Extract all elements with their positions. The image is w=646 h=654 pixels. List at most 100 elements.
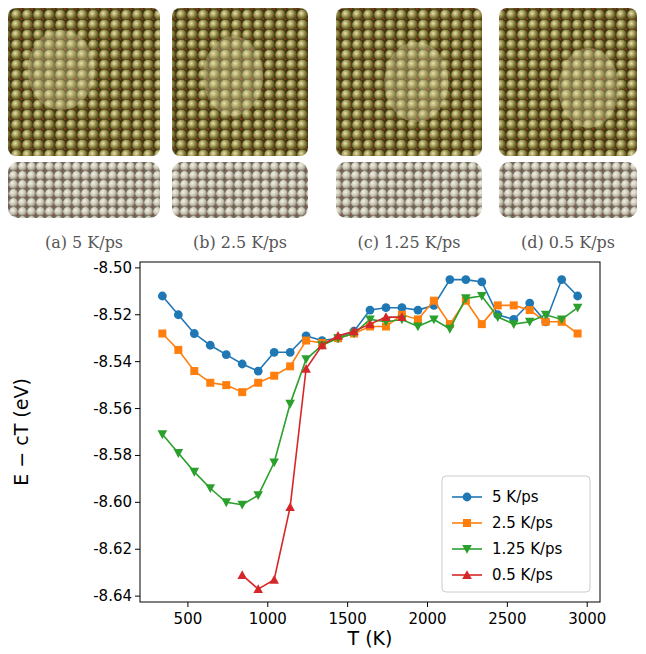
point	[494, 301, 502, 309]
point	[269, 575, 279, 584]
point	[414, 315, 422, 323]
point	[557, 315, 567, 324]
point	[158, 330, 166, 338]
y-tick	[135, 455, 140, 456]
point	[397, 312, 407, 321]
panel-caption: (c) 1.25 K/ps	[357, 233, 460, 252]
point	[445, 275, 454, 284]
point	[253, 584, 263, 593]
point	[430, 297, 438, 305]
y-axis-title: E − cT (eV)	[10, 378, 32, 486]
x-axis-title: T (K)	[347, 627, 393, 649]
legend-marker	[462, 570, 472, 579]
snapshot-panel: (a) 5 K/ps	[8, 8, 160, 252]
point	[237, 501, 247, 510]
side-view	[8, 162, 160, 218]
point	[413, 322, 423, 331]
series-line	[242, 317, 402, 589]
point	[253, 491, 263, 500]
point	[366, 306, 375, 315]
series-line	[162, 280, 577, 371]
point	[285, 502, 295, 511]
x-tick	[587, 602, 588, 607]
top-view	[336, 8, 482, 156]
point	[493, 313, 503, 322]
point	[317, 340, 327, 349]
point	[221, 498, 231, 507]
point	[174, 310, 183, 319]
y-tick-label: -8.58	[93, 446, 132, 464]
point	[286, 362, 294, 370]
point	[254, 367, 263, 376]
x-tick	[267, 602, 268, 607]
point	[477, 278, 486, 287]
series-line	[162, 301, 577, 392]
top-view-highlight	[558, 48, 619, 128]
point	[509, 320, 519, 329]
legend-marker	[463, 519, 471, 527]
x-tick-label: 3000	[568, 610, 606, 628]
top-view-highlight	[384, 42, 448, 122]
point	[158, 430, 168, 439]
point	[286, 348, 295, 357]
x-tick	[427, 602, 428, 607]
point	[190, 468, 200, 477]
plot-bg	[140, 262, 600, 602]
point	[270, 372, 278, 380]
point	[237, 570, 247, 579]
panel-caption: (a) 5 K/ps	[45, 233, 123, 252]
legend-box	[442, 476, 590, 592]
point	[254, 379, 262, 387]
point	[238, 360, 247, 369]
point	[478, 320, 486, 328]
figure: (a) 5 K/ps(b) 2.5 K/ps(c) 1.25 K/ps(d) 0…	[0, 0, 646, 654]
y-tick	[135, 408, 140, 409]
side-view	[336, 162, 482, 218]
x-tick-label: 500	[174, 610, 203, 628]
point	[222, 381, 230, 389]
legend-label: 1.25 K/ps	[492, 540, 563, 558]
y-tick-label: -8.50	[93, 259, 132, 277]
point	[302, 337, 310, 345]
point	[174, 346, 182, 354]
point	[206, 379, 214, 387]
point	[557, 275, 566, 284]
y-tick	[135, 267, 140, 268]
point	[206, 341, 215, 350]
point	[445, 325, 455, 334]
point	[158, 292, 167, 301]
y-tick-label: -8.62	[93, 540, 132, 558]
point	[238, 388, 246, 396]
point	[541, 311, 551, 320]
x-tick	[187, 602, 188, 607]
x-tick-label: 1000	[249, 610, 287, 628]
data-group	[158, 275, 583, 593]
point	[190, 329, 199, 338]
y-tick	[135, 502, 140, 503]
point	[477, 292, 487, 301]
point	[573, 292, 582, 301]
top-view	[8, 8, 160, 156]
point	[461, 275, 470, 284]
legend-marker	[462, 545, 472, 554]
legend: 5 K/ps2.5 K/ps1.25 K/ps0.5 K/ps	[442, 476, 590, 592]
top-view	[499, 8, 637, 156]
point	[526, 306, 534, 314]
point	[510, 301, 518, 309]
legend-label: 2.5 K/ps	[492, 514, 553, 532]
panel-caption: (d) 0.5 K/ps	[521, 233, 615, 252]
legend-marker	[463, 493, 472, 502]
legend-label: 0.5 K/ps	[492, 566, 553, 584]
point	[190, 367, 198, 375]
point	[365, 319, 375, 328]
side-view	[499, 162, 637, 218]
y-tick-label: -8.60	[93, 493, 132, 511]
y-tick-label: -8.64	[93, 587, 132, 605]
top-view	[172, 8, 308, 156]
point	[414, 306, 423, 315]
point	[461, 294, 471, 303]
series-line	[162, 296, 577, 505]
y-tick	[135, 549, 140, 550]
snapshot-panel: (d) 0.5 K/ps	[499, 8, 637, 252]
point	[574, 330, 582, 338]
